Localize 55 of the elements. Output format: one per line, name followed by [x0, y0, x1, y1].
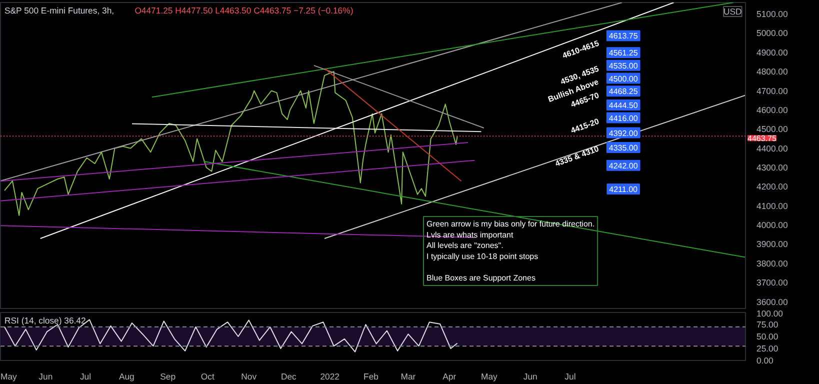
y-tick-label: 25.00 [756, 344, 778, 354]
x-tick-label: Nov [241, 372, 258, 382]
chart-title: RSI (14, close) 36.42 [4, 316, 86, 326]
x-tick-label: May [481, 372, 498, 382]
y-tick-label: 4900.00 [756, 47, 788, 58]
x-tick-label: Oct [200, 372, 215, 382]
x-tick-label: May [0, 372, 18, 382]
y-tick-label: 5000.00 [756, 28, 788, 38]
y-tick-label: 4500.00 [756, 124, 788, 134]
y-tick-label: 0.00 [756, 356, 774, 366]
line-series [4, 71, 458, 216]
line-series [4, 319, 458, 352]
x-tick-label: Jul [80, 372, 92, 382]
annotation: 4416.00 [608, 114, 638, 123]
y-tick-label: 50.00 [756, 332, 778, 342]
x-tick-label: Feb [364, 372, 379, 382]
annotation: 4613.75 [608, 32, 638, 41]
y-tick-label: 3600.00 [756, 296, 788, 307]
chart-subtitle: O4471.25 H4477.50 L4463.50 C4463.75 −7.25 (−0.16%) [134, 6, 354, 16]
annotation: 4561.25 [608, 48, 638, 58]
y-tick-label: 4100.00 [756, 200, 788, 211]
y-tick-label: 5100.00 [756, 9, 788, 20]
y-tick-label: 3800.00 [756, 258, 788, 268]
y-tick-label: 3900.00 [756, 239, 788, 250]
x-tick-label: Sep [160, 372, 176, 382]
annotation: 4335 & 4310 [554, 144, 601, 168]
y-axis-title: USD [724, 6, 742, 16]
y-tick-label: 75.00 [756, 320, 778, 330]
annotation: 4444.50 [608, 100, 638, 110]
x-tick-label: Jun [523, 372, 538, 382]
y-tick-label: 4000.00 [756, 220, 788, 230]
annotation: 4500.00 [608, 74, 638, 84]
annotation: 4535.00 [608, 61, 638, 70]
annotation: 4335.00 [608, 144, 638, 153]
x-tick-label: Jun [38, 372, 53, 382]
annotation: 4242.00 [608, 161, 638, 170]
annotation: 4392.00 [608, 128, 638, 138]
x-tick-label: Apr [442, 372, 456, 382]
x-tick-label: Aug [118, 372, 135, 382]
y-tick-label: 4200.00 [756, 182, 788, 192]
x-tick-label: Dec [280, 372, 298, 382]
y-tick-label: 100.00 [756, 308, 784, 318]
y-tick-label: 4400.00 [756, 143, 788, 154]
y-tick-label: 3700.00 [756, 278, 788, 288]
y-tick-label: 4800.00 [756, 66, 788, 77]
ref-line-label: 4463.75 [748, 134, 777, 144]
chart-title: S&P 500 E-mini Futures, 3h, [4, 6, 114, 16]
x-tick-label: 2022 [320, 372, 340, 382]
annotation: 4211.00 [609, 184, 638, 194]
y-tick-label: 4300.00 [756, 162, 788, 172]
x-tick-label: Jul [564, 372, 576, 382]
y-tick-label: 4700.00 [756, 86, 788, 96]
annotation: 4468.25 [608, 87, 638, 96]
y-tick-label: 4600.00 [756, 104, 788, 115]
x-tick-label: Mar [400, 372, 416, 382]
